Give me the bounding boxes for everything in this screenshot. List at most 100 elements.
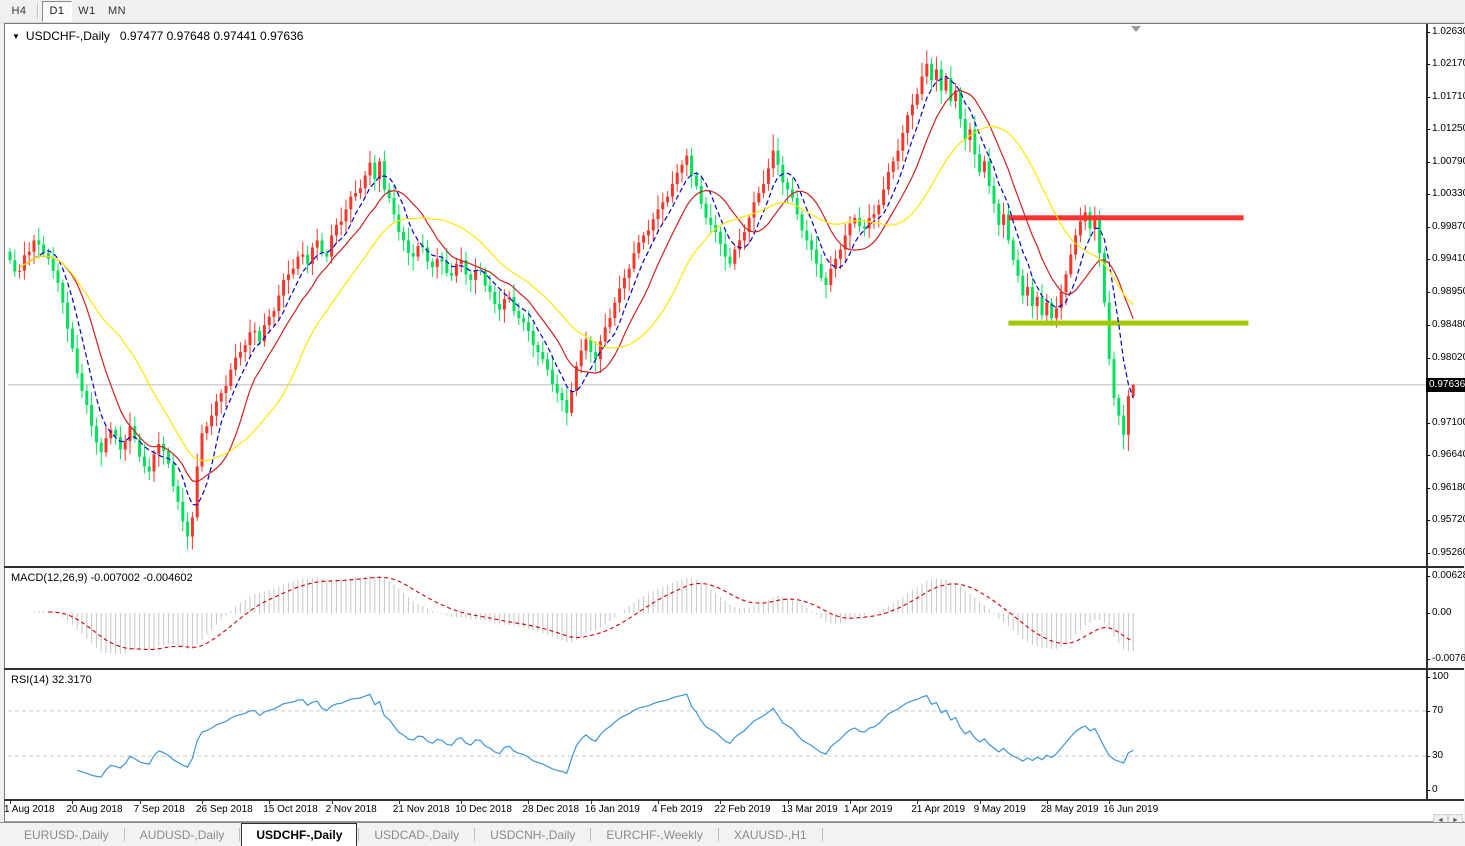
date-tick — [10, 800, 11, 804]
axis-tick — [1426, 64, 1430, 65]
macd-label: MACD(12,26,9) -0.007002 -0.004602 — [11, 572, 193, 584]
axis-tick — [1426, 677, 1430, 678]
date-axis-label: 20 Aug 2018 — [66, 804, 123, 815]
axis-tick — [1426, 553, 1430, 554]
date-tick — [917, 800, 919, 804]
chart-title: ▼ USDCHF-,Daily 0.97477 0.97648 0.97441 … — [12, 29, 303, 43]
rsi-axis-label: 0 — [1432, 784, 1438, 795]
price-axis-label: 0.95260 — [1432, 547, 1465, 558]
axis-tick — [1426, 455, 1430, 456]
date-tick — [720, 800, 722, 804]
timeframe-button-h4[interactable]: H4 — [11, 5, 27, 17]
date-tick — [850, 800, 851, 804]
rsi-axis-label: 70 — [1432, 705, 1444, 716]
axis-tick — [1426, 292, 1430, 293]
date-axis-label: 28 Dec 2018 — [522, 804, 580, 815]
price-axis-label: 0.96640 — [1432, 449, 1465, 460]
date-axis-label: 16 Jun 2019 — [1103, 804, 1159, 815]
price-axis-label: 0.98950 — [1432, 286, 1465, 297]
axis-tick — [1426, 659, 1430, 660]
date-tick — [269, 800, 271, 804]
toolbar-separator — [37, 3, 39, 19]
axis-tick — [1426, 711, 1430, 712]
chart-tab-usdcnh-daily[interactable]: USDCNH-,Daily — [490, 827, 576, 842]
date-axis-label: 13 Mar 2019 — [781, 804, 838, 815]
timeframe-button-mn[interactable]: MN — [107, 5, 127, 17]
tab-separator — [239, 828, 241, 841]
price-axis-label: 0.97100 — [1432, 417, 1465, 428]
date-axis-label: 4 Feb 2019 — [652, 804, 703, 815]
date-axis-label: 16 Jan 2019 — [584, 804, 640, 815]
chart-window[interactable] — [4, 23, 1464, 822]
macd-canvas[interactable] — [8, 569, 1426, 668]
tab-separator — [123, 828, 125, 841]
price-axis-label: 1.00790 — [1432, 156, 1465, 167]
rsi-canvas[interactable] — [8, 671, 1426, 799]
timeframe-button-w1[interactable]: W1 — [78, 5, 96, 17]
macd-values: -0.007002 -0.004602 — [90, 572, 193, 584]
axis-tick — [1426, 194, 1430, 195]
axis-tick — [1426, 97, 1430, 98]
date-axis-label: 2 Nov 2018 — [325, 804, 377, 815]
date-axis-label: 21 Nov 2018 — [392, 804, 450, 815]
price-axis-label: 1.02170 — [1432, 58, 1465, 69]
axis-border — [1426, 24, 1428, 800]
chart-tab-usdcad-daily[interactable]: USDCAD-,Daily — [374, 827, 460, 842]
chart-ohlc-values: 0.97477 0.97648 0.97441 0.97636 — [119, 29, 304, 43]
price-axis-label: 1.01710 — [1432, 91, 1465, 102]
chart-tab-xauusd-h1[interactable]: XAUUSD-,H1 — [733, 827, 807, 842]
price-axis-label: 1.01250 — [1432, 123, 1465, 134]
pane-separator[interactable] — [4, 566, 1464, 568]
axis-tick — [1426, 32, 1430, 33]
chart-tab-eurchf-weekly[interactable]: EURCHF-,Weekly — [606, 827, 703, 842]
date-tick — [202, 800, 203, 804]
chart-tab-audusd-daily[interactable]: AUDUSD-,Daily — [139, 827, 225, 842]
main-chart-canvas[interactable] — [8, 26, 1426, 566]
date-tick — [331, 800, 333, 804]
price-axis-label: 0.99870 — [1432, 221, 1465, 232]
date-tick — [528, 800, 530, 804]
axis-tick — [1426, 520, 1430, 521]
pane-separator — [4, 799, 1464, 801]
pane-separator[interactable] — [4, 668, 1464, 670]
tab-separator — [717, 828, 719, 841]
macd-axis-label: 0.00 — [1432, 607, 1452, 618]
tab-separator — [590, 828, 592, 841]
date-axis-label: 22 Feb 2019 — [714, 804, 771, 815]
rsi-label: RSI(14) 32.3170 — [11, 674, 92, 686]
price-axis-label: 1.00330 — [1432, 188, 1465, 199]
date-axis-label: 21 Apr 2019 — [911, 804, 966, 815]
price-axis-label: 0.98480 — [1432, 319, 1465, 330]
axis-tick — [1426, 129, 1430, 130]
timeframe-button-d1[interactable]: D1 — [42, 0, 72, 22]
axis-tick — [1426, 162, 1430, 163]
chart-tab-usdchf-daily[interactable]: USDCHF-,Daily — [241, 823, 358, 846]
axis-tick — [1426, 576, 1430, 577]
rsi-value: 32.3170 — [51, 674, 92, 686]
symbol-dropdown-icon[interactable]: ▼ — [12, 31, 20, 41]
price-axis-label: 1.02630 — [1432, 26, 1465, 37]
date-axis-label: 7 Sep 2018 — [133, 804, 185, 815]
axis-tick — [1426, 756, 1430, 757]
date-axis-label: 15 Oct 2018 — [263, 804, 318, 815]
price-axis-label: 0.99410 — [1432, 253, 1465, 264]
price-axis-label: 0.98020 — [1432, 352, 1465, 363]
date-tick — [398, 800, 400, 804]
date-axis-label: 26 Sep 2018 — [196, 804, 253, 815]
axis-tick — [1426, 488, 1430, 489]
tab-separator — [821, 828, 823, 841]
date-tick — [1046, 800, 1048, 804]
price-axis-label: 0.95720 — [1432, 514, 1465, 525]
axis-tick — [1426, 613, 1430, 614]
date-tick — [1109, 800, 1111, 804]
axis-tick — [1426, 227, 1430, 228]
date-tick — [139, 800, 141, 804]
price-axis-label: 0.96180 — [1432, 482, 1465, 493]
rsi-axis-label: 100 — [1432, 671, 1449, 682]
date-tick — [72, 800, 74, 804]
chart-tab-eurusd-daily[interactable]: EURUSD-,Daily — [24, 827, 109, 842]
axis-tick — [1426, 358, 1430, 359]
chart-shift-marker-icon[interactable] — [1131, 26, 1141, 32]
date-axis-label: 9 May 2019 — [973, 804, 1026, 815]
macd-axis-label: -0.007635 — [1432, 653, 1465, 664]
